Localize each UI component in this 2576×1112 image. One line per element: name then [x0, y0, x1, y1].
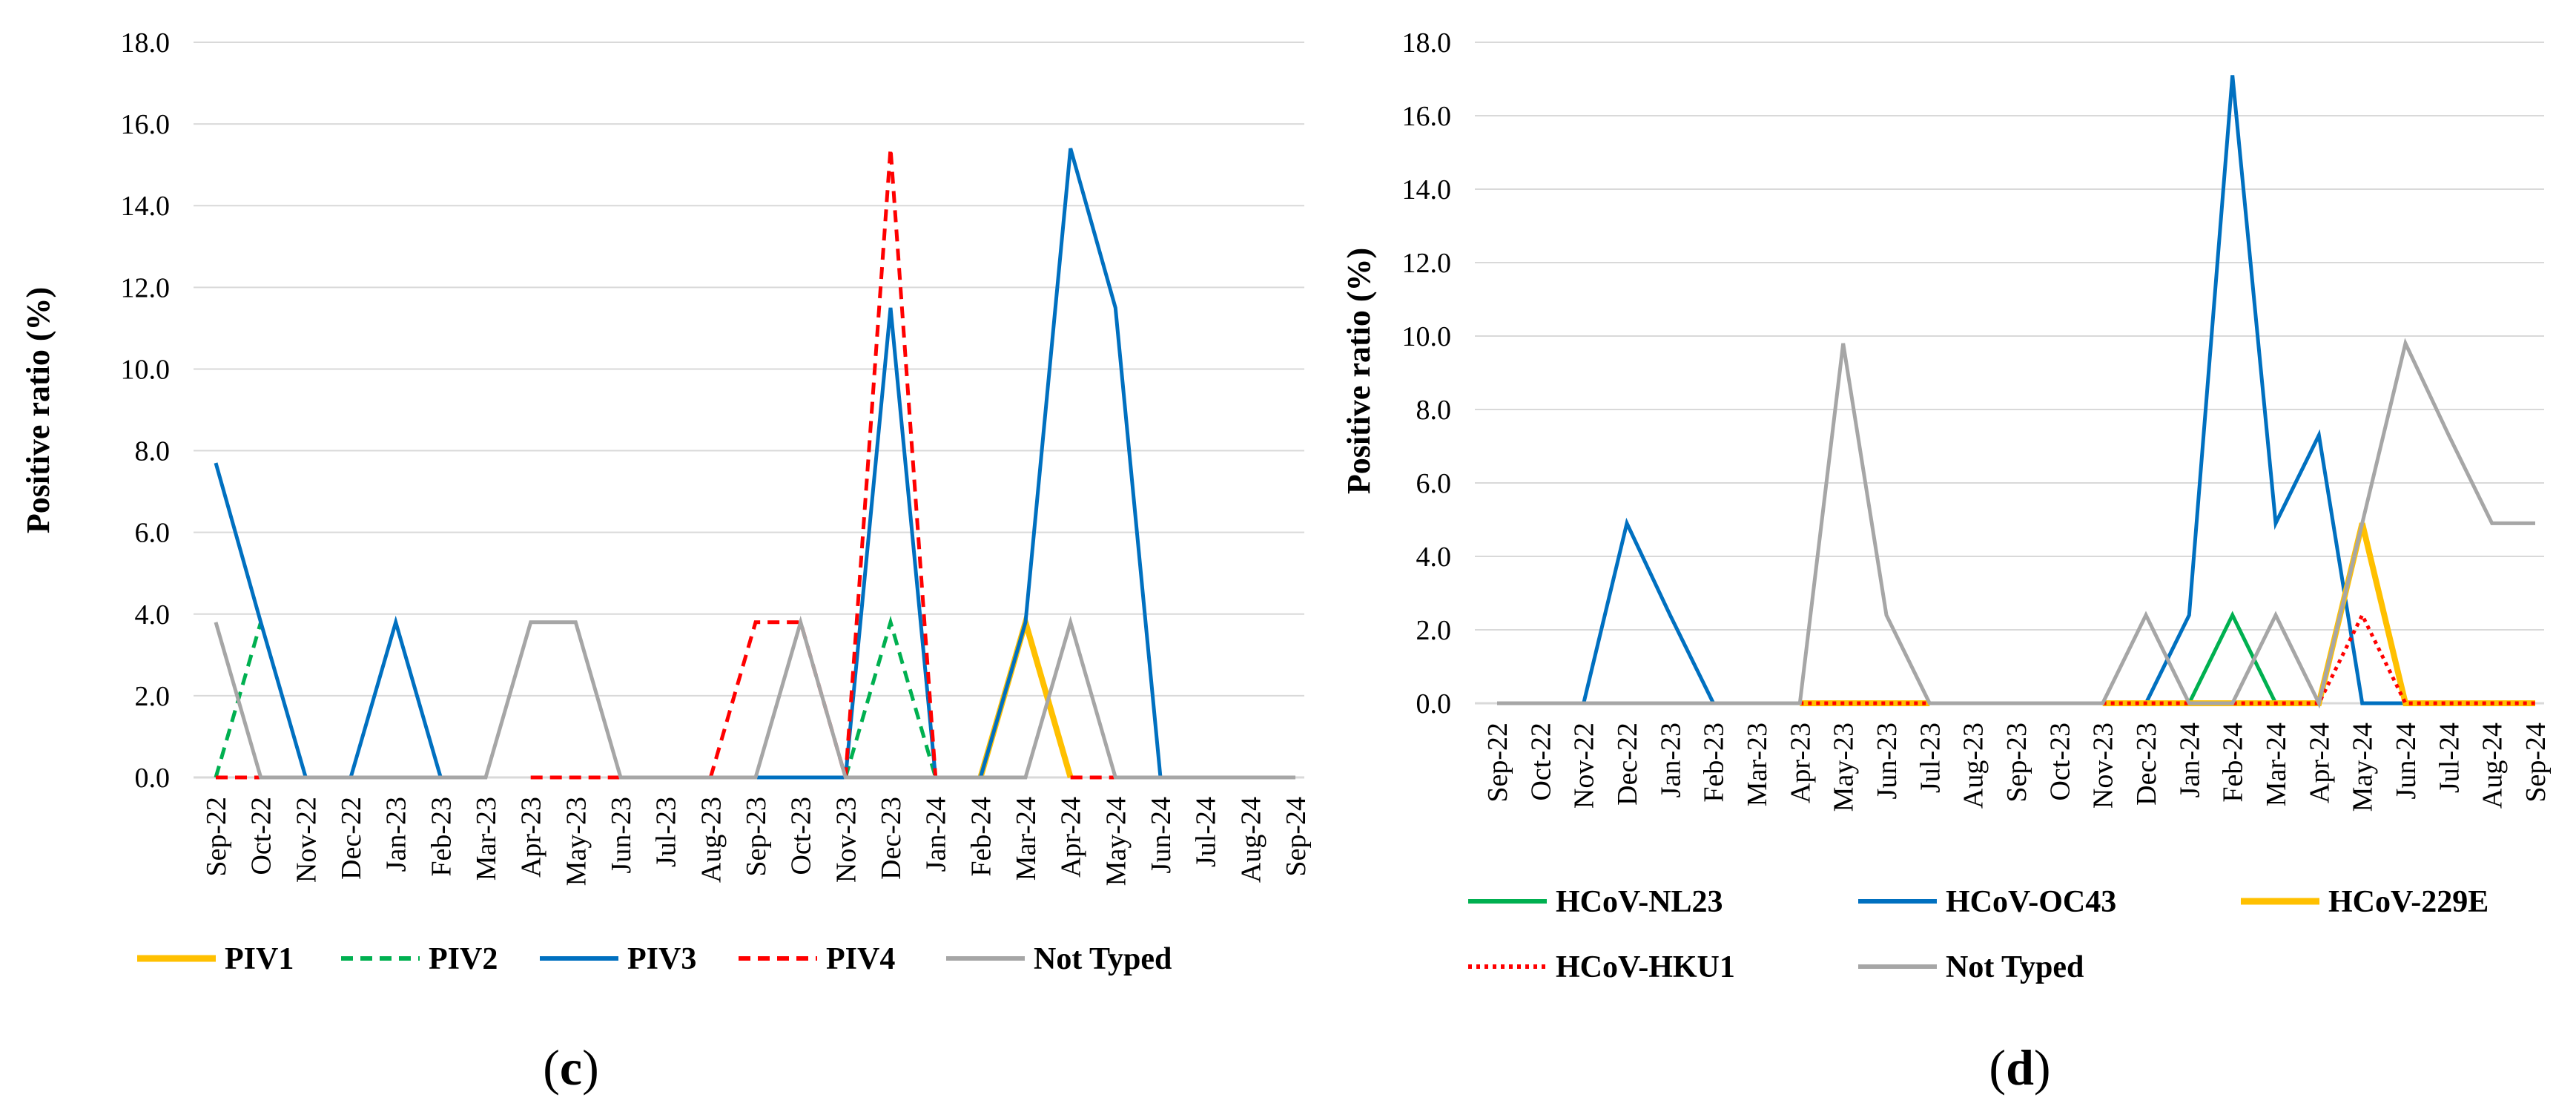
legend-label: PIV4 [826, 942, 895, 976]
x-tick-label: Feb-24 [2218, 723, 2249, 803]
y-tick-label: 6.0 [135, 518, 171, 549]
y-tick-label: 0.0 [1416, 688, 1452, 720]
y-axis-label: Positive ratio (%) [20, 287, 56, 533]
series-line-not-typed [1497, 338, 2535, 709]
x-tick-label: Aug-24 [2477, 723, 2509, 809]
y-tick-label: 4.0 [1416, 542, 1452, 573]
x-tick-label: Oct-22 [246, 797, 277, 875]
series-line-not-typed [214, 615, 1295, 780]
x-tick-label: Jul-23 [1915, 723, 1946, 793]
y-tick-label: 4.0 [135, 599, 171, 631]
x-tick-label: Nov-23 [2088, 723, 2119, 809]
x-tick-label: Jun-24 [1146, 797, 1177, 873]
x-tick-label: Apr-23 [516, 797, 547, 878]
y-tick-label: 10.0 [1402, 321, 1452, 352]
panel-label: (c) [543, 1039, 599, 1096]
y-tick-label: 16.0 [1402, 101, 1452, 132]
x-tick-label: Feb-23 [426, 797, 457, 877]
x-tick-label: Jan-23 [1655, 723, 1686, 797]
y-tick-label: 8.0 [1416, 395, 1452, 426]
y-tick-label: 14.0 [121, 191, 171, 222]
y-tick-label: 0.0 [135, 763, 171, 794]
legend-label: HCoV-OC43 [1946, 885, 2116, 919]
x-tick-label: Oct-22 [1525, 723, 1556, 801]
x-tick-label: Jan-24 [921, 797, 952, 872]
x-tick-label: May-24 [1100, 797, 1132, 886]
x-tick-label: May-23 [1829, 723, 1860, 812]
x-tick-label: Apr-24 [2304, 723, 2335, 803]
series-line-piv2 [214, 615, 938, 778]
x-tick-label: Feb-23 [1699, 723, 1730, 803]
x-tick-label: Jun-24 [2391, 723, 2422, 799]
series-line-piv3 [214, 148, 1295, 780]
y-axis-label: Positive ratio (%) [1341, 248, 1377, 494]
series-line-hcov-229e [1800, 522, 2535, 706]
legend-label: HCoV-NL23 [1556, 885, 1723, 919]
x-tick-label: Sep-24 [2520, 723, 2552, 803]
x-tick-label: Jun-23 [1872, 723, 1903, 799]
x-tick-label: Nov-22 [1569, 723, 1600, 809]
x-tick-label: Jul-23 [651, 797, 682, 867]
x-tick-label: Sep-22 [201, 797, 232, 877]
y-tick-label: 16.0 [121, 109, 171, 140]
y-tick-label: 2.0 [135, 681, 171, 712]
x-tick-label: Sep-24 [1281, 797, 1312, 877]
chart-panel-d: 0.0 2.0 4.0 6.0 8.0 10.0 12.0 14.0 16.0 18.0 Sep-2… [1341, 27, 2552, 1096]
x-tick-label: Oct-23 [786, 797, 817, 875]
x-tick-label: Oct-23 [2044, 723, 2075, 801]
legend-label: PIV1 [225, 942, 294, 976]
x-tick-label: Jul-24 [1191, 797, 1222, 867]
x-tick-label: May-24 [2348, 723, 2379, 812]
x-tick-label: Dec-23 [2131, 723, 2162, 806]
x-tick-label: Jun-23 [606, 797, 637, 873]
x-tick-label: Aug-24 [1235, 797, 1266, 883]
x-tick-label: Jul-24 [2434, 723, 2465, 793]
series-line-piv1 [977, 611, 1074, 779]
y-tick-label: 12.0 [121, 272, 171, 303]
y-tick-label: 12.0 [1402, 248, 1452, 279]
x-tick-label: Mar-24 [2261, 723, 2292, 806]
x-tick-label: Dec-22 [336, 797, 367, 880]
x-tick-label: Sep-23 [2001, 723, 2032, 803]
series-line-hcov-hku1 [1800, 611, 2535, 705]
legend-label: Not Typed [1946, 950, 2084, 984]
y-tick-label: 6.0 [1416, 468, 1452, 499]
legend-label: Not Typed [1034, 942, 1172, 976]
x-tick-label: Aug-23 [1958, 723, 1989, 809]
y-tick-label: 18.0 [121, 27, 171, 59]
panel-label: (d) [1989, 1039, 2050, 1096]
x-tick-label: Nov-22 [291, 797, 322, 883]
x-tick-label: May-23 [561, 797, 592, 886]
x-tick-label: Dec-22 [1612, 723, 1643, 806]
y-tick-label: 18.0 [1402, 27, 1452, 59]
y-tick-label: 2.0 [1416, 615, 1452, 646]
x-tick-label: Sep-22 [1482, 723, 1513, 803]
x-tick-label: Jan-23 [381, 797, 412, 872]
x-tick-label: Nov-23 [830, 797, 862, 883]
x-tick-label: Apr-23 [1785, 723, 1816, 803]
legend-label: PIV3 [627, 942, 696, 976]
x-tick-label: Apr-24 [1056, 797, 1087, 878]
x-tick-label: Aug-23 [696, 797, 727, 883]
legend-label: HCoV-HKU1 [1556, 950, 1735, 984]
y-tick-label: 14.0 [1402, 174, 1452, 205]
x-tick-label: Jan-24 [2174, 723, 2205, 797]
x-tick-label: Sep-23 [741, 797, 772, 877]
x-tick-label: Feb-24 [965, 797, 997, 877]
y-tick-label: 8.0 [135, 436, 171, 467]
y-tick-label: 10.0 [121, 354, 171, 385]
x-tick-label: Mar-24 [1011, 797, 1042, 881]
x-tick-label: Dec-23 [876, 797, 907, 880]
series-line-hcov-oc43 [1497, 75, 2405, 705]
x-tick-label: Mar-23 [471, 797, 502, 881]
legend-label: PIV2 [429, 942, 498, 976]
chart-panel-c: 0.0 2.0 4.0 6.0 8.0 10.0 12.0 14.0 16.0 18.0 Sep-2… [20, 27, 1312, 1096]
x-tick-label: Mar-23 [1742, 723, 1773, 806]
series-line-piv4 [216, 148, 1116, 780]
legend-label: HCoV-229E [2328, 885, 2489, 919]
